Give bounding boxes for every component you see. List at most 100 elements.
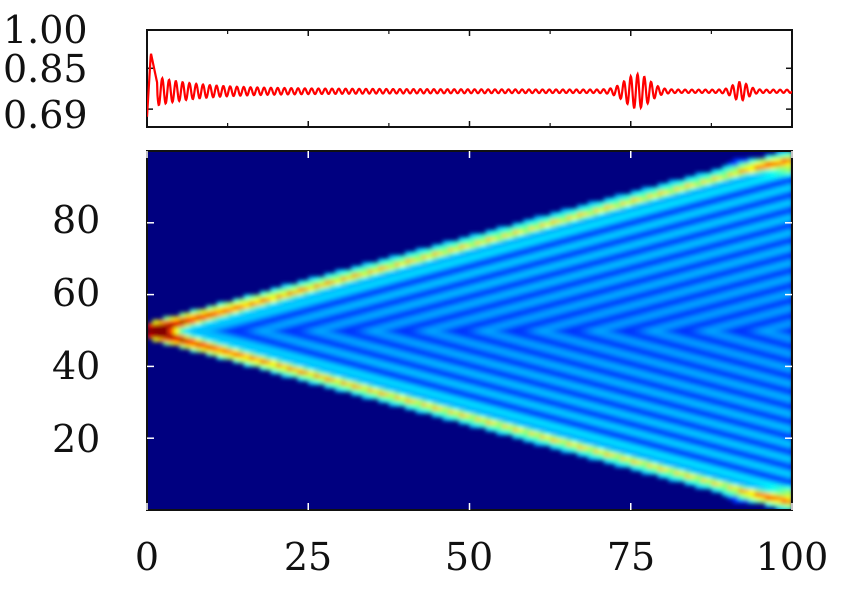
heatmap-cell (227, 337, 234, 342)
heatmap-cell (630, 431, 637, 436)
heatmap-cell (281, 362, 288, 367)
heatmap-cell (206, 308, 213, 314)
heatmap-cell (528, 287, 535, 292)
heatmap-cell (679, 369, 686, 375)
heatmap-cell (598, 308, 605, 314)
heatmap-cell (431, 326, 438, 332)
heatmap-cell (367, 344, 374, 350)
heatmap-cell (636, 219, 643, 224)
heatmap-cell (254, 312, 261, 317)
heatmap-cell (539, 391, 546, 396)
heatmap-cell (630, 352, 637, 357)
heatmap-cell (673, 183, 680, 188)
heatmap-cell (695, 316, 702, 321)
heatmap-cell (620, 405, 626, 411)
heatmap-cell (566, 323, 573, 328)
heatmap-cell (614, 380, 621, 385)
heatmap-cell (270, 305, 277, 310)
heatmap-cell (673, 409, 680, 414)
heatmap-cell (706, 194, 712, 199)
heatmap-cell (496, 265, 503, 271)
heatmap-cell (233, 330, 239, 335)
heatmap-cell (216, 323, 223, 328)
heatmap-cell (582, 229, 589, 235)
heatmap-cell (276, 326, 282, 332)
heatmap-cell (297, 330, 304, 335)
heatmap-cell (319, 359, 325, 364)
heatmap-cell (566, 262, 573, 267)
heatmap-cell (663, 240, 669, 245)
heatmap-cell (668, 319, 675, 324)
heatmap-cell (528, 301, 535, 306)
heatmap-cell (625, 287, 632, 292)
heatmap-cell (421, 348, 428, 353)
heatmap-cell (625, 215, 632, 220)
heatmap-cell (620, 420, 626, 425)
heatmap-cell (630, 463, 637, 468)
heatmap-cell (636, 431, 643, 436)
heatmap-cell (292, 316, 299, 321)
heatmap-cell (340, 355, 347, 360)
heatmap-cell (491, 391, 497, 396)
heatmap-cell (544, 229, 551, 235)
heatmap-cell (480, 280, 487, 285)
heatmap-cell (630, 204, 637, 210)
heatmap-cell (695, 229, 702, 235)
heatmap-cell (609, 369, 616, 375)
heatmap-cell (485, 398, 492, 403)
heatmap-cell (512, 409, 519, 414)
heatmap-cell (512, 413, 519, 418)
heatmap-cell (517, 258, 524, 263)
heatmap-cell (405, 323, 411, 328)
heatmap-cell (668, 233, 675, 238)
heatmap-cell (335, 280, 342, 285)
heatmap-cell (157, 319, 164, 324)
heatmap-cell (550, 283, 557, 289)
heatmap-cell (523, 316, 530, 321)
heatmap-cell (625, 229, 632, 235)
heatmap-cell (383, 391, 390, 396)
heatmap-cell (560, 276, 567, 281)
heatmap-cell (243, 362, 250, 367)
heatmap-cell (372, 330, 379, 335)
heatmap-cell (517, 387, 524, 393)
heatmap-cell (673, 222, 680, 227)
heatmap-cell (410, 369, 417, 375)
heatmap-cell (448, 366, 454, 371)
heatmap-cell (663, 251, 669, 256)
heatmap-cell (281, 323, 288, 328)
heatmap-cell (630, 265, 637, 271)
heatmap-cell (700, 276, 707, 281)
heatmap-cell (243, 348, 250, 353)
heatmap-cell (512, 287, 519, 292)
heatmap-cell (259, 366, 266, 371)
heatmap-cell (426, 341, 433, 346)
heatmap-cell (501, 262, 508, 267)
heatmap-cell (700, 204, 707, 210)
heatmap-cell (319, 280, 325, 285)
heatmap-cell (620, 330, 626, 335)
heatmap-cell (491, 301, 497, 306)
heatmap-cell (668, 423, 675, 429)
heatmap-cell (426, 355, 433, 360)
heatmap-cell (378, 377, 385, 382)
heatmap-cell (394, 291, 401, 296)
heatmap-cell (555, 273, 562, 278)
heatmap-cell (378, 305, 385, 310)
heatmap-cell (641, 448, 648, 454)
heatmap-cell (571, 423, 578, 429)
heatmap-cell (544, 215, 551, 220)
heatmap-cell (603, 305, 610, 310)
heatmap-cell (582, 247, 589, 253)
heatmap-cell (620, 201, 626, 206)
heatmap-cell (442, 391, 449, 396)
heatmap-cell (663, 233, 669, 238)
heatmap-cell (668, 222, 675, 227)
heatmap-cell (324, 352, 331, 357)
heatmap-cell (539, 273, 546, 278)
heatmap-cell (539, 301, 546, 306)
heatmap-cell (700, 474, 707, 479)
heatmap-cell (555, 369, 562, 375)
heatmap-cell (448, 312, 454, 317)
heatmap-cell (426, 298, 433, 303)
